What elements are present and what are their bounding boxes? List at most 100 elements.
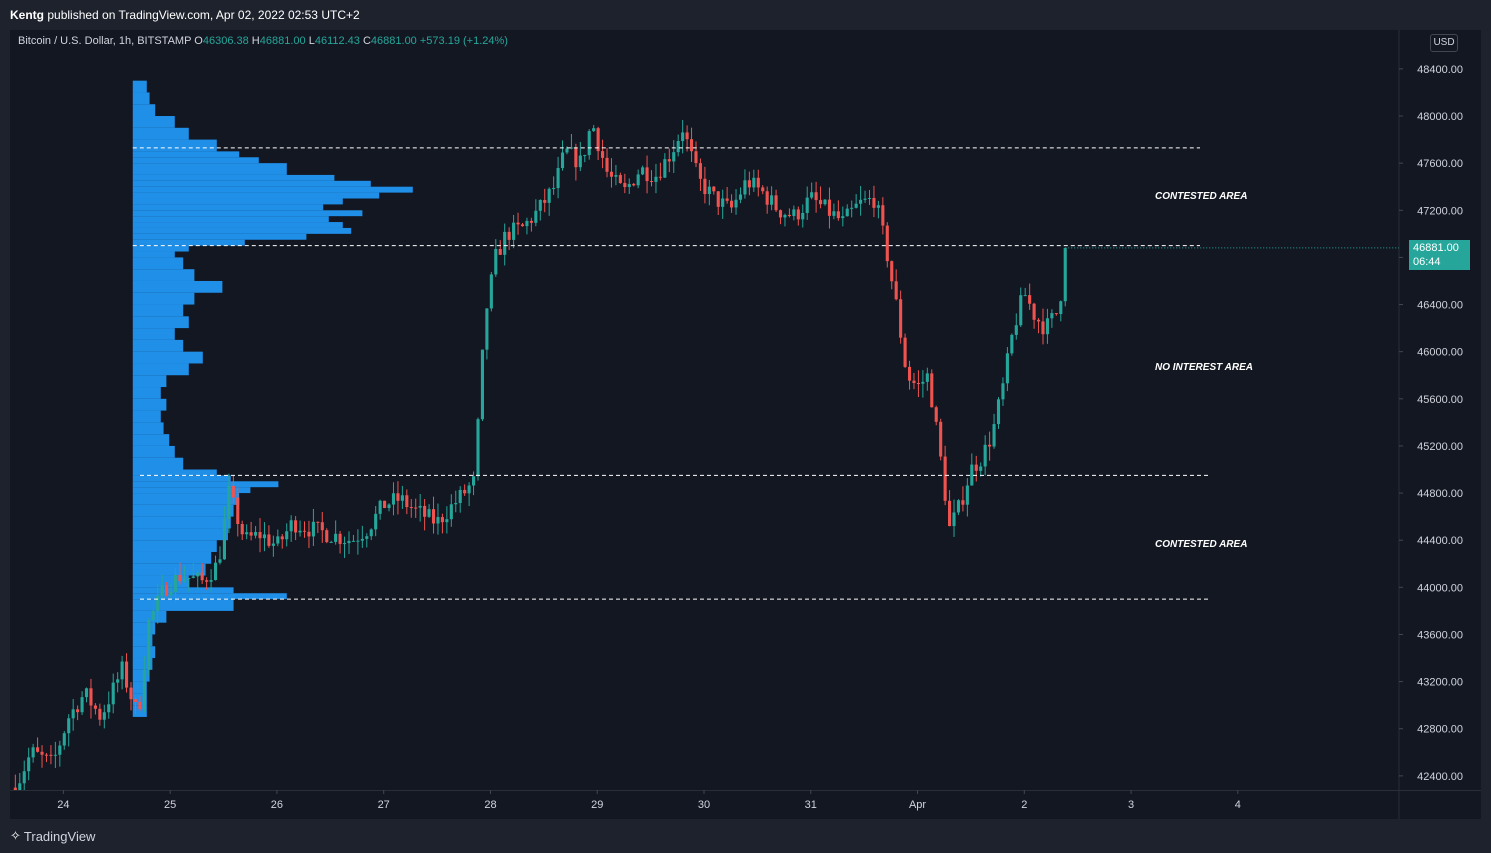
footer-bar: ✧ TradingView bbox=[0, 819, 1491, 853]
candle-body bbox=[383, 500, 387, 509]
volume-profile-bar bbox=[132, 316, 189, 329]
bar-countdown: 06:44 bbox=[1413, 255, 1441, 268]
volume-profile-bar bbox=[132, 398, 167, 411]
tradingview-icon: ✧ bbox=[10, 828, 21, 843]
x-tick-label: 31 bbox=[805, 799, 817, 811]
candle-body bbox=[939, 421, 943, 457]
volume-profile-bar bbox=[132, 180, 371, 187]
candle-body bbox=[1059, 301, 1063, 315]
candle-body bbox=[258, 532, 262, 539]
candle-body bbox=[209, 580, 213, 582]
candle-body bbox=[89, 688, 93, 706]
candle-body bbox=[689, 139, 694, 152]
candle-body bbox=[605, 157, 609, 172]
low-label: L bbox=[308, 35, 315, 47]
candle-body bbox=[899, 299, 903, 338]
candle-body bbox=[294, 520, 298, 533]
candle-body bbox=[738, 194, 743, 200]
candle-body bbox=[721, 198, 725, 207]
candle-body bbox=[467, 485, 471, 494]
y-tick-label: 46400.00 bbox=[1417, 300, 1463, 312]
candle-body bbox=[365, 536, 369, 539]
candle-body bbox=[592, 128, 596, 132]
symbol-label: Bitcoin / U.S. Dollar, 1h, BITSTAMP bbox=[18, 35, 192, 47]
volume-profile-bar bbox=[132, 222, 343, 228]
volume-profile-bar bbox=[132, 174, 335, 181]
candle-body bbox=[262, 534, 267, 539]
candle-body bbox=[200, 572, 204, 581]
candle-body bbox=[249, 532, 253, 536]
candle-body bbox=[850, 207, 854, 209]
candle-body bbox=[921, 381, 925, 384]
candle-body bbox=[1036, 319, 1041, 322]
volume-profile-bar bbox=[132, 210, 363, 217]
candle-body bbox=[601, 151, 605, 158]
candle-body bbox=[356, 540, 360, 542]
candle-body bbox=[307, 531, 311, 537]
candle-body bbox=[859, 199, 863, 204]
candle-body bbox=[623, 182, 627, 188]
candle-body bbox=[747, 180, 751, 188]
x-tick-label: 2 bbox=[1021, 799, 1027, 811]
currency-button[interactable]: USD bbox=[1430, 34, 1458, 52]
volume-profile-bar bbox=[132, 92, 150, 105]
candle-body bbox=[311, 521, 315, 537]
candle-body bbox=[894, 281, 898, 300]
candle-body bbox=[463, 489, 467, 494]
candle-body bbox=[663, 159, 667, 178]
candle-body bbox=[574, 147, 578, 168]
brand-label: TradingView bbox=[23, 828, 96, 844]
candle-body bbox=[565, 148, 569, 153]
volume-profile-bar bbox=[132, 157, 259, 164]
candle-body bbox=[560, 152, 565, 169]
candle-body bbox=[222, 518, 226, 560]
candle-body bbox=[325, 530, 329, 543]
candle-body bbox=[342, 543, 347, 545]
volume-profile-bar bbox=[132, 239, 245, 246]
candle-body bbox=[18, 783, 22, 790]
candle-body bbox=[1001, 383, 1005, 400]
candle-body bbox=[1063, 247, 1067, 302]
volume-profile-bar bbox=[132, 481, 279, 488]
candle-body bbox=[787, 214, 791, 217]
candle-body bbox=[801, 212, 805, 220]
candle-body bbox=[111, 682, 115, 705]
volume-profile-bar bbox=[132, 493, 240, 505]
candle-body bbox=[636, 174, 640, 186]
candle-body bbox=[93, 705, 97, 709]
volume-profile-bar bbox=[132, 622, 156, 635]
volume-profile-bar bbox=[132, 599, 234, 611]
volume-profile-bar bbox=[132, 139, 217, 152]
candle-body bbox=[930, 373, 934, 408]
candle-body bbox=[13, 787, 17, 790]
candle-body bbox=[205, 580, 209, 582]
volume-profile-bar bbox=[132, 80, 147, 93]
candle-body bbox=[1041, 321, 1045, 335]
x-tick-label: 26 bbox=[271, 799, 283, 811]
candle-body bbox=[707, 186, 711, 195]
candle-body bbox=[1023, 295, 1027, 297]
candle-body bbox=[805, 197, 809, 213]
y-tick-label: 43600.00 bbox=[1417, 629, 1463, 641]
candle-body bbox=[547, 188, 551, 203]
candle-body bbox=[213, 562, 218, 581]
publisher-line: Kentg published on TradingView.com, Apr … bbox=[10, 8, 360, 22]
candle-body bbox=[703, 178, 707, 195]
candle-body bbox=[369, 529, 373, 537]
x-tick-label: 27 bbox=[378, 799, 390, 811]
candle-body bbox=[285, 531, 289, 540]
candle-body bbox=[338, 533, 342, 544]
candle-body bbox=[71, 709, 75, 719]
volume-profile-bar bbox=[132, 434, 170, 446]
tradingview-logo[interactable]: ✧ TradingView bbox=[10, 828, 95, 844]
candle-body bbox=[836, 211, 840, 219]
volume-profile-bar bbox=[132, 634, 153, 647]
high-label: H bbox=[251, 35, 260, 47]
low-value: 46112.43 bbox=[314, 35, 360, 47]
volume-profile-bar bbox=[132, 233, 307, 240]
candle-body bbox=[1045, 318, 1049, 335]
volume-profile-bar bbox=[132, 551, 212, 564]
candle-body bbox=[658, 176, 662, 178]
candle-body bbox=[881, 205, 885, 226]
